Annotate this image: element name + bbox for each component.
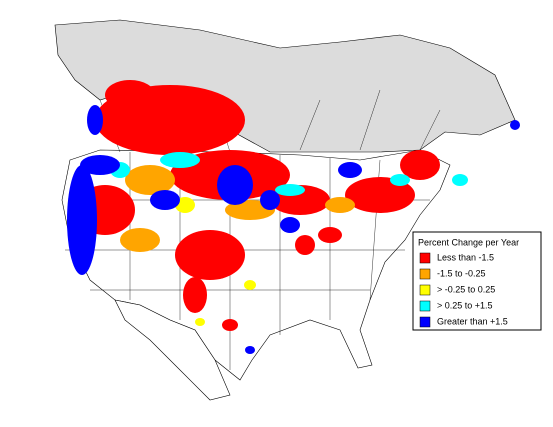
legend-label: > 0.25 to +1.5 (437, 300, 493, 310)
legend-swatch (419, 252, 431, 264)
legend-label: Greater than +1.5 (437, 316, 508, 326)
mexico-outline (114, 299, 231, 401)
legend-title: Percent Change per Year (418, 237, 519, 247)
legend-swatch (419, 284, 431, 296)
legend-label: > -0.25 to 0.25 (437, 284, 495, 294)
legend-label: -1.5 to -0.25 (437, 268, 486, 278)
legend-box (412, 231, 542, 331)
legend-swatch (419, 300, 431, 312)
legend-swatch (419, 268, 431, 280)
trend-cells (67, 80, 520, 354)
legend-label: Less than -1.5 (437, 252, 494, 262)
legend: Percent Change per Year Less than -1.5 -1… (412, 231, 542, 331)
legend-swatch (419, 316, 431, 328)
